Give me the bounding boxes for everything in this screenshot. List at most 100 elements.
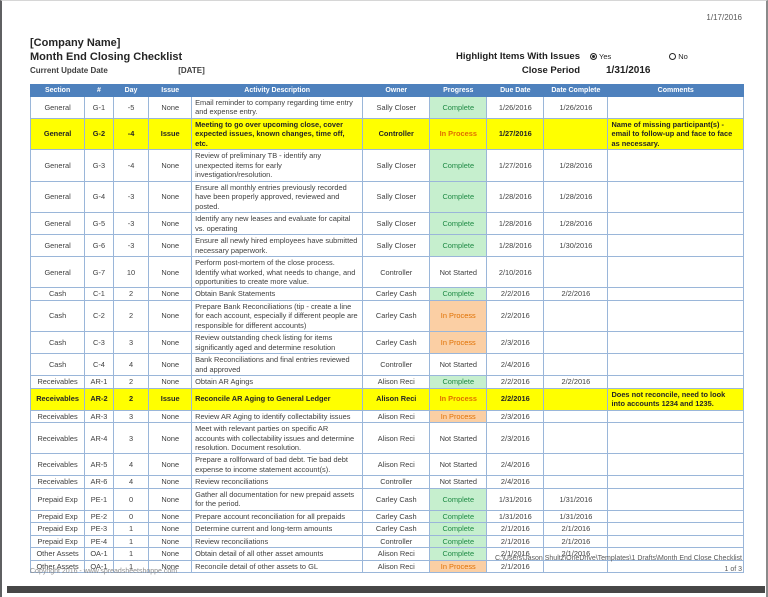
day-cell[interactable]: -3 [112,212,150,236]
progress-cell[interactable]: Complete [429,180,488,214]
issue-cell[interactable]: None [148,487,193,511]
due-date-cell[interactable]: 2/2/2016 [486,387,545,411]
section-cell[interactable]: General [29,256,86,289]
due-date-cell[interactable]: 2/2/2016 [486,375,545,389]
day-cell[interactable]: -4 [112,149,150,182]
comments-cell[interactable] [607,353,744,377]
id-cell[interactable]: PE-3 [84,522,114,536]
table-row[interactable]: General G-1 -5 None Email reminder to compan… [29,96,744,119]
section-cell[interactable]: Prepaid Exp [29,534,86,549]
comments-cell[interactable] [607,96,744,119]
issue-cell[interactable]: None [148,256,193,289]
date-complete-cell[interactable]: 2/1/2016 [543,522,609,536]
day-cell[interactable]: 4 [112,353,150,377]
activity-cell[interactable]: Review reconciliations [191,475,364,489]
comments-cell[interactable] [607,375,744,389]
table-row[interactable]: Prepaid Exp PE-4 1 None Review reconciliatio… [29,534,744,549]
date-complete-cell[interactable]: 1/28/2016 [543,212,609,236]
activity-cell[interactable]: Reconcile AR Aging to General Ledger [191,387,364,411]
date-complete-cell[interactable] [543,387,609,411]
due-date-cell[interactable]: 2/1/2016 [486,547,545,561]
issue-cell[interactable]: Issue [148,387,193,411]
section-cell[interactable]: Cash [29,287,86,301]
issue-cell[interactable]: None [148,559,193,574]
issue-cell[interactable]: None [148,422,193,455]
id-cell[interactable]: G-6 [84,234,114,258]
table-row[interactable]: General G-7 10 None Perform post-mortem of t… [29,256,744,289]
date-complete-cell[interactable] [543,299,609,333]
activity-cell[interactable]: Identify any new leases and evaluate for… [191,212,364,236]
day-cell[interactable]: 1 [112,534,150,549]
progress-cell[interactable]: Complete [429,534,488,549]
id-cell[interactable]: AR-3 [84,409,114,424]
activity-cell[interactable]: Determine current and long-term amounts [191,522,364,536]
owner-cell[interactable]: Carley Cash [362,487,431,511]
id-cell[interactable]: G-7 [84,256,114,289]
date-complete-cell[interactable] [543,117,609,151]
comments-cell[interactable] [607,475,744,489]
day-cell[interactable]: 3 [112,422,150,455]
date-complete-cell[interactable]: 2/1/2016 [543,534,609,549]
section-cell[interactable]: General [29,96,86,119]
progress-cell[interactable]: Complete [429,522,488,536]
issue-cell[interactable]: None [148,522,193,536]
progress-cell[interactable]: In Process [429,331,488,355]
day-cell[interactable]: 2 [112,375,150,389]
issue-cell[interactable]: None [148,409,193,424]
due-date-cell[interactable]: 1/31/2016 [486,509,545,524]
table-row[interactable]: Receivables AR-6 4 None Review reconciliatio… [29,475,744,489]
due-date-cell[interactable]: 2/2/2016 [486,287,545,301]
activity-cell[interactable]: Perform post-mortem of the close process… [191,256,364,289]
table-row[interactable]: Receivables AR-2 2 Issue Reconcile AR Aging … [29,387,744,411]
progress-cell[interactable]: In Process [429,299,488,333]
progress-cell[interactable]: Complete [429,96,488,119]
activity-cell[interactable]: Bank Reconciliations and final entries r… [191,353,364,377]
progress-cell[interactable]: In Process [429,117,488,151]
id-cell[interactable]: C-2 [84,299,114,333]
owner-cell[interactable]: Sally Closer [362,180,431,214]
comments-cell[interactable] [607,212,744,236]
activity-cell[interactable]: Obtain AR Agings [191,375,364,389]
table-row[interactable]: General G-6 -3 None Ensure all newly hired e… [29,234,744,258]
date-complete-cell[interactable]: 1/28/2016 [543,180,609,214]
comments-cell[interactable] [607,234,744,258]
date-complete-cell[interactable]: 2/1/2016 [543,547,609,561]
day-cell[interactable]: -3 [112,234,150,258]
date-complete-cell[interactable]: 2/2/2016 [543,375,609,389]
due-date-cell[interactable]: 2/3/2016 [486,422,545,455]
comments-cell[interactable] [607,453,744,477]
day-cell[interactable]: 1 [112,559,150,574]
activity-cell[interactable]: Review of preliminary TB - identify any … [191,149,364,182]
date-complete-cell[interactable] [543,422,609,455]
section-cell[interactable]: Receivables [29,387,86,411]
due-date-cell[interactable]: 1/28/2016 [486,234,545,258]
section-cell[interactable]: General [29,234,86,258]
activity-cell[interactable]: Ensure all monthly entries previously re… [191,180,364,214]
id-cell[interactable]: G-5 [84,212,114,236]
id-cell[interactable]: PE-4 [84,534,114,549]
id-cell[interactable]: G-4 [84,180,114,214]
progress-cell[interactable]: Not Started [429,475,488,489]
progress-cell[interactable]: Complete [429,509,488,524]
day-cell[interactable]: 2 [112,299,150,333]
section-cell[interactable]: Prepaid Exp [29,509,86,524]
comments-cell[interactable] [607,534,744,549]
table-row[interactable]: Cash C-3 3 None Review outstanding check lis… [29,331,744,355]
progress-cell[interactable]: In Process [429,559,488,574]
comments-cell[interactable]: Does not reconcile, need to look into ac… [607,387,744,411]
day-cell[interactable]: 4 [112,475,150,489]
date-complete-cell[interactable] [543,353,609,377]
progress-cell[interactable]: Complete [429,212,488,236]
due-date-cell[interactable]: 1/27/2016 [486,117,545,151]
comments-cell[interactable] [607,287,744,301]
progress-cell[interactable]: Not Started [429,353,488,377]
section-cell[interactable]: Cash [29,331,86,355]
date-complete-cell[interactable] [543,559,609,574]
section-cell[interactable]: Other Assets [29,547,86,561]
id-cell[interactable]: AR-1 [84,375,114,389]
issue-cell[interactable]: None [148,534,193,549]
table-row[interactable]: Cash C-1 2 None Obtain Bank Statements Carley… [29,287,744,301]
section-cell[interactable]: Other Assets [29,559,86,574]
day-cell[interactable]: -3 [112,180,150,214]
issue-cell[interactable]: None [148,353,193,377]
